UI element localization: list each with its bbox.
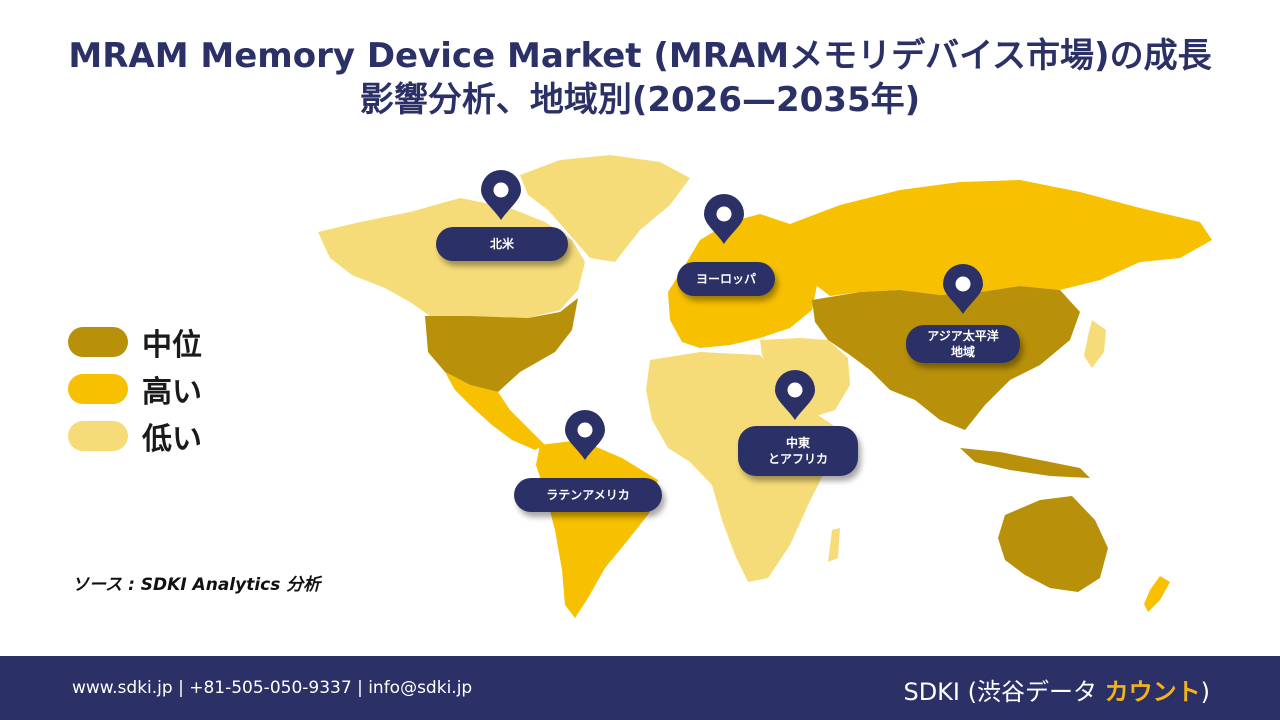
legend-label: 低い — [142, 421, 202, 457]
new-zealand-shape — [1144, 576, 1170, 612]
pin-asia-pacific[interactable] — [943, 264, 983, 314]
brand-accent: カウント — [1104, 678, 1201, 706]
mexico-shape — [445, 372, 545, 450]
legend-item-low: 低い — [68, 412, 202, 459]
south-america-shape — [536, 440, 658, 618]
greenland-shape — [520, 155, 690, 262]
legend-swatch-medium — [68, 326, 128, 357]
footer-contact: www.sdki.jp | +81-505-050-9337 | info@sd… — [72, 678, 473, 698]
indonesia-shape — [960, 448, 1090, 478]
source-note: ソース : SDKI Analytics 分析 — [72, 575, 321, 595]
legend-item-medium: 中位 — [68, 318, 202, 365]
brand-suffix: ) — [1200, 678, 1210, 706]
region-label-middle-east-africa[interactable]: 中東 とアフリカ — [738, 426, 858, 476]
region-label-asia-pacific[interactable]: アジア太平洋 地域 — [906, 325, 1020, 363]
legend-item-high: 高い — [68, 365, 202, 412]
australia-shape — [998, 496, 1108, 592]
pin-north-america[interactable] — [481, 170, 521, 220]
usa-shape — [425, 298, 578, 392]
region-label-north-america[interactable]: 北米 — [436, 227, 568, 261]
pin-europe[interactable] — [704, 194, 744, 244]
legend-swatch-low — [68, 420, 128, 451]
legend-label: 高い — [142, 374, 202, 410]
page-title: MRAM Memory Device Market (MRAMメモリデバイス市場… — [0, 34, 1280, 122]
footer-brand-logo: SDKI (渋谷データ カウント) — [903, 672, 1210, 707]
japan-shape — [1084, 320, 1106, 368]
pin-latin-america[interactable] — [565, 410, 605, 460]
brand-prefix: SDKI (渋谷データ — [903, 678, 1105, 706]
legend-label: 中位 — [142, 327, 202, 363]
pin-middle-east-africa[interactable] — [775, 370, 815, 420]
region-label-latin-america[interactable]: ラテンアメリカ — [514, 478, 662, 512]
title-line-2: 影響分析、地域別(2026—2035年) — [359, 80, 921, 120]
legend-swatch-high — [68, 373, 128, 404]
russia-shape — [790, 180, 1212, 296]
footer-bar: www.sdki.jp | +81-505-050-9337 | info@sd… — [0, 656, 1280, 720]
map-legend: 中位 高い 低い — [68, 318, 202, 459]
title-line-1: MRAM Memory Device Market (MRAMメモリデバイス市場… — [68, 36, 1212, 76]
region-label-europe[interactable]: ヨーロッパ — [677, 262, 775, 296]
madagascar-shape — [828, 528, 840, 562]
